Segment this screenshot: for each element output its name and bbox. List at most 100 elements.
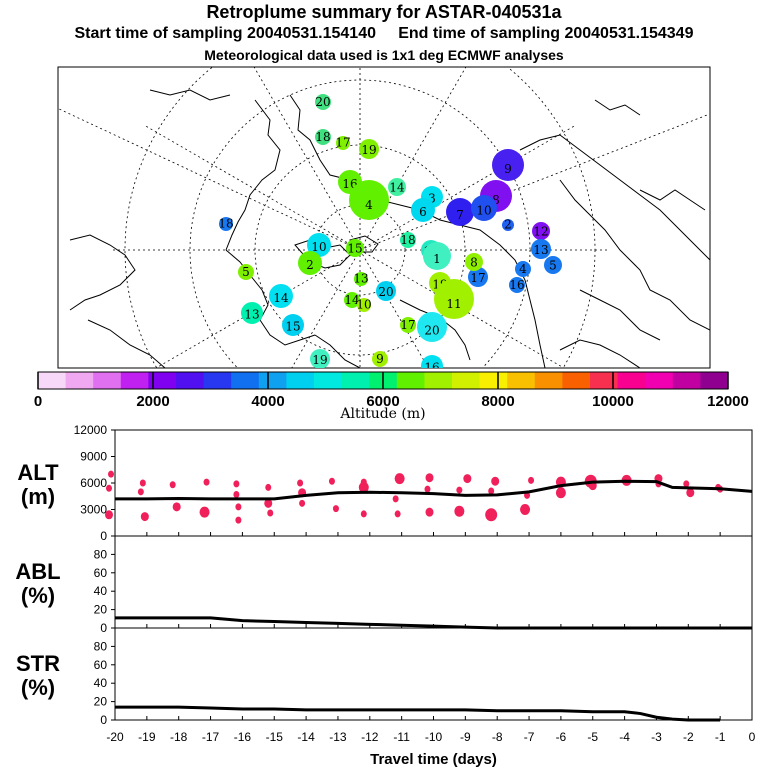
altitude-dot xyxy=(199,506,210,518)
colorbar-swatch xyxy=(314,372,343,389)
plume-marker-label: 5 xyxy=(549,258,557,272)
colorbar-swatch xyxy=(38,372,67,389)
plume-marker xyxy=(509,277,525,293)
panel-ylabel-unit: (m) xyxy=(21,484,55,509)
panel-ylabel-unit: (%) xyxy=(21,675,55,700)
altitude-dot xyxy=(264,498,273,508)
colorbar-tick-label: 2000 xyxy=(136,393,169,410)
altitude-dot xyxy=(265,483,272,491)
colorbar-swatch xyxy=(452,372,481,389)
colorbar-label: Altitude (m) xyxy=(339,406,425,422)
plume-marker-label: 13 xyxy=(244,307,259,321)
plume-marker xyxy=(471,195,497,221)
y-tick-label: 40 xyxy=(94,676,108,690)
altitude-dot xyxy=(235,516,242,524)
x-tick-label: -3 xyxy=(651,730,662,744)
plume-marker xyxy=(411,198,435,222)
panel-ylabel-unit: (%) xyxy=(21,583,55,608)
plume-marker-label: 14 xyxy=(344,293,360,307)
plume-marker xyxy=(357,298,371,312)
plume-marker-label: 8 xyxy=(470,255,478,269)
plume-marker-label: 12 xyxy=(533,224,548,238)
altitude-dot xyxy=(683,480,690,488)
y-tick-label: 0 xyxy=(100,529,107,543)
plume-marker xyxy=(492,149,524,181)
plume-marker-label: 17 xyxy=(470,271,485,285)
plume-marker-label: 10 xyxy=(311,240,326,254)
y-tick-label: 60 xyxy=(94,658,108,672)
altitude-dot xyxy=(360,510,367,518)
y-tick-label: 0 xyxy=(100,713,107,727)
plume-marker xyxy=(465,253,483,271)
plume-marker xyxy=(241,302,263,324)
y-tick-label: 40 xyxy=(94,584,108,598)
colorbar-swatch xyxy=(479,372,508,389)
plume-marker xyxy=(219,217,233,231)
y-tick-label: 12000 xyxy=(74,423,108,437)
altitude-colorbar: 0 2000 4000 6000 8000 10000 12000 Altitude (m) xyxy=(34,371,749,422)
plume-marker-label: 14 xyxy=(389,180,405,194)
plume-marker-label: 20 xyxy=(424,323,439,337)
x-tick-label: -6 xyxy=(556,730,567,744)
y-tick-label: 0 xyxy=(100,621,107,635)
colorbar-swatch xyxy=(672,372,701,389)
plume-marker xyxy=(400,232,416,248)
plume-marker-label: 3 xyxy=(428,191,436,205)
colorbar-swatch xyxy=(93,372,122,389)
plume-marker xyxy=(372,351,388,367)
plume-marker-label: 9 xyxy=(376,352,384,366)
x-tick-label: -20 xyxy=(106,730,124,744)
colorbar-tick-label: 0 xyxy=(34,393,42,410)
altitude-dot xyxy=(267,509,274,517)
x-tick-label: -19 xyxy=(138,730,156,744)
x-tick-label: -9 xyxy=(460,730,471,744)
altitude-dot xyxy=(392,495,399,503)
map-frame xyxy=(57,66,711,369)
colorbar-swatch xyxy=(65,372,94,389)
x-tick-label: -14 xyxy=(297,730,315,744)
x-tick-label: -17 xyxy=(202,730,220,744)
plume-marker xyxy=(359,139,379,159)
panel-frame xyxy=(114,627,753,721)
plume-marker xyxy=(238,264,254,280)
colorbar-swatch xyxy=(148,372,177,389)
plume-marker-label: 10 xyxy=(356,298,371,312)
altitude-dot xyxy=(394,473,405,485)
plume-marker-label: 7 xyxy=(456,208,464,222)
altitude-dot xyxy=(686,488,695,498)
colorbar-swatch xyxy=(341,372,370,389)
colorbar-tick-label: 8000 xyxy=(481,393,514,410)
colorbar-swatch xyxy=(203,372,232,389)
plume-marker xyxy=(434,279,474,319)
colorbar-swatch xyxy=(176,372,205,389)
plume-marker xyxy=(315,94,331,110)
colorbar-tick-label: 12000 xyxy=(707,393,749,410)
y-tick-label: 80 xyxy=(94,547,108,561)
meteorological-subtitle: Meteorological data used is 1x1 deg ECMW… xyxy=(204,47,564,63)
altitude-dot xyxy=(491,476,500,486)
plume-marker-label: 14 xyxy=(273,291,289,305)
altitude-dot xyxy=(425,507,434,517)
plume-marker-label: 16 xyxy=(424,360,439,374)
altitude-dot xyxy=(328,477,335,485)
chart-title: Retroplume summary for ASTAR-040531a xyxy=(206,2,562,22)
x-tick-label: -5 xyxy=(587,730,598,744)
plume-marker xyxy=(349,180,389,220)
plume-marker-label: 18 xyxy=(218,217,233,231)
x-tick-label: -15 xyxy=(266,730,284,744)
panel-ylabel: ALT xyxy=(17,460,59,485)
plume-marker xyxy=(417,312,447,342)
altitude-dot xyxy=(106,484,112,492)
altitude-dot xyxy=(299,499,306,507)
plume-marker xyxy=(298,251,322,275)
colorbar-swatch xyxy=(617,372,646,389)
altitude-dot xyxy=(332,505,339,513)
plume-marker xyxy=(446,198,474,226)
colorbar-swatch xyxy=(424,372,453,389)
x-tick-label: 0 xyxy=(749,730,756,744)
y-tick-label: 9000 xyxy=(80,450,107,464)
plume-marker xyxy=(532,222,550,240)
plume-marker xyxy=(344,292,360,308)
plume-marker xyxy=(346,239,364,257)
